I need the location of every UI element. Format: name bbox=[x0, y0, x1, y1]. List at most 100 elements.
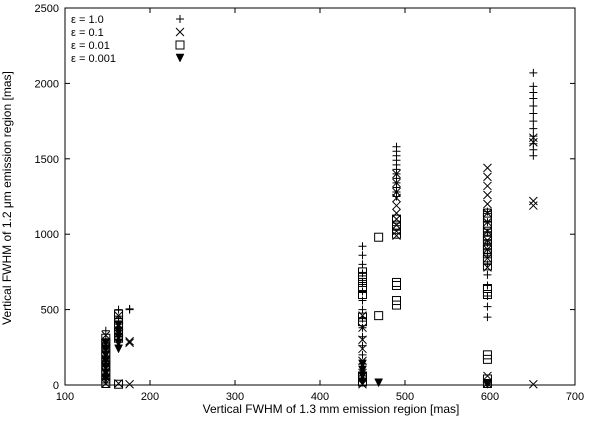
cross-data-point bbox=[358, 344, 367, 354]
cross-data-point bbox=[483, 371, 492, 381]
triangle-down-data-point bbox=[114, 338, 123, 348]
square-data-point bbox=[392, 214, 401, 224]
plus-data-point bbox=[529, 117, 538, 126]
x-tick-label: 200 bbox=[141, 391, 159, 403]
square-data-point bbox=[482, 231, 492, 241]
cross-data-point bbox=[125, 336, 134, 346]
y-tick-label: 1500 bbox=[35, 154, 59, 166]
plus-data-point bbox=[483, 270, 492, 279]
x-tick-label: 600 bbox=[481, 391, 499, 403]
plus-data-point bbox=[358, 350, 367, 359]
triangle-down-data-point bbox=[114, 320, 123, 330]
legend-label: ε = 0.01 bbox=[71, 40, 110, 52]
plus-data-point bbox=[483, 302, 492, 311]
legend-square-icon bbox=[175, 40, 185, 50]
triangle-down-data-point bbox=[114, 344, 123, 354]
plus-data-point bbox=[125, 305, 134, 314]
triangle-down-data-point bbox=[358, 371, 367, 381]
triangle-down-data-point bbox=[114, 326, 123, 336]
square-data-point bbox=[358, 317, 367, 327]
cross-data-point bbox=[528, 196, 538, 206]
y-axis-label: Vertical FWHM of 1.2 μm emission region … bbox=[0, 71, 14, 325]
cross-data-point bbox=[528, 137, 538, 147]
plus-data-point bbox=[529, 94, 538, 103]
cross-data-point bbox=[358, 323, 367, 333]
square-data-point bbox=[482, 235, 492, 245]
square-data-point bbox=[482, 255, 492, 265]
square-data-point bbox=[482, 261, 492, 271]
plus-data-point bbox=[358, 251, 367, 260]
plus-data-point bbox=[392, 192, 401, 201]
square-data-point bbox=[392, 296, 401, 306]
legend-cross-icon bbox=[175, 27, 185, 37]
y-tick-label: 2000 bbox=[35, 78, 59, 90]
y-tick-label: 0 bbox=[53, 380, 59, 392]
square-data-point bbox=[482, 354, 492, 364]
plus-data-point bbox=[358, 260, 367, 269]
square-data-point bbox=[482, 226, 492, 236]
cross-data-point bbox=[392, 193, 401, 203]
plus-data-point bbox=[529, 124, 538, 133]
square-data-point bbox=[392, 229, 401, 239]
legend-plus-icon bbox=[176, 15, 184, 23]
plus-data-point bbox=[101, 326, 110, 335]
axes: 100 200 300 400 500 600 700 0 500 1000 1500 2000 250… bbox=[35, 3, 585, 403]
cross-data-point bbox=[483, 217, 492, 227]
square-data-point bbox=[392, 220, 401, 230]
triangle-down-data-point bbox=[114, 332, 123, 342]
square-data-point bbox=[482, 290, 492, 300]
triangle-down-data-point bbox=[101, 368, 111, 378]
cross-data-point bbox=[528, 201, 538, 210]
square-data-point bbox=[482, 249, 492, 259]
cross-data-point bbox=[483, 226, 492, 236]
triangle-down-data-point bbox=[101, 350, 111, 360]
legend-label: ε = 0.001 bbox=[71, 53, 116, 65]
square-data-point bbox=[358, 290, 367, 300]
cross-data-point bbox=[114, 379, 123, 388]
cross-data-point bbox=[483, 208, 492, 218]
triangle-down-data-point bbox=[101, 344, 111, 354]
cross-data-point bbox=[392, 201, 401, 210]
triangle-down-data-point bbox=[358, 359, 367, 369]
plus-data-point bbox=[114, 305, 123, 314]
square-data-point bbox=[392, 225, 401, 235]
square-data-point bbox=[482, 220, 492, 230]
triangle-down-data-point bbox=[101, 356, 111, 366]
cross-data-point bbox=[483, 244, 492, 254]
cross-data-point bbox=[125, 338, 134, 348]
plus-data-point bbox=[529, 109, 538, 118]
y-tick-label: 1000 bbox=[35, 229, 59, 241]
plus-data-point bbox=[529, 102, 538, 111]
triangle-down-data-point bbox=[358, 377, 367, 387]
plus-data-point bbox=[358, 242, 367, 251]
x-tick-label: 400 bbox=[311, 391, 329, 403]
square-data-point bbox=[114, 379, 124, 389]
square-data-point bbox=[482, 240, 492, 250]
triangle-down-data-point bbox=[101, 374, 111, 384]
square-data-point bbox=[374, 311, 384, 321]
cross-data-point bbox=[101, 330, 111, 340]
legend-label: ε = 1.0 bbox=[71, 14, 104, 26]
square-data-point bbox=[482, 350, 492, 360]
plus-data-point bbox=[358, 278, 367, 287]
y-tick-label: 2500 bbox=[35, 3, 59, 15]
cross-data-point bbox=[392, 178, 401, 188]
legend-label: ε = 0.1 bbox=[71, 27, 104, 39]
plus-data-point bbox=[529, 68, 538, 77]
x-axis-label: Vertical FWHM of 1.3 mm emission region … bbox=[203, 402, 460, 416]
plus-data-point bbox=[358, 296, 367, 305]
plus-data-point bbox=[358, 305, 367, 314]
plus-data-point bbox=[483, 313, 492, 322]
legend-triangle-down-icon bbox=[175, 53, 185, 63]
square-data-point bbox=[482, 244, 492, 254]
plus-data-point bbox=[483, 249, 492, 258]
cross-data-point bbox=[483, 199, 492, 209]
cross-data-point bbox=[483, 172, 492, 182]
square-data-point bbox=[358, 267, 367, 277]
plus-data-point bbox=[529, 151, 538, 160]
square-data-point bbox=[374, 232, 384, 242]
square-data-point bbox=[358, 283, 367, 293]
plus-data-point bbox=[529, 132, 538, 141]
cross-data-point bbox=[483, 235, 492, 245]
